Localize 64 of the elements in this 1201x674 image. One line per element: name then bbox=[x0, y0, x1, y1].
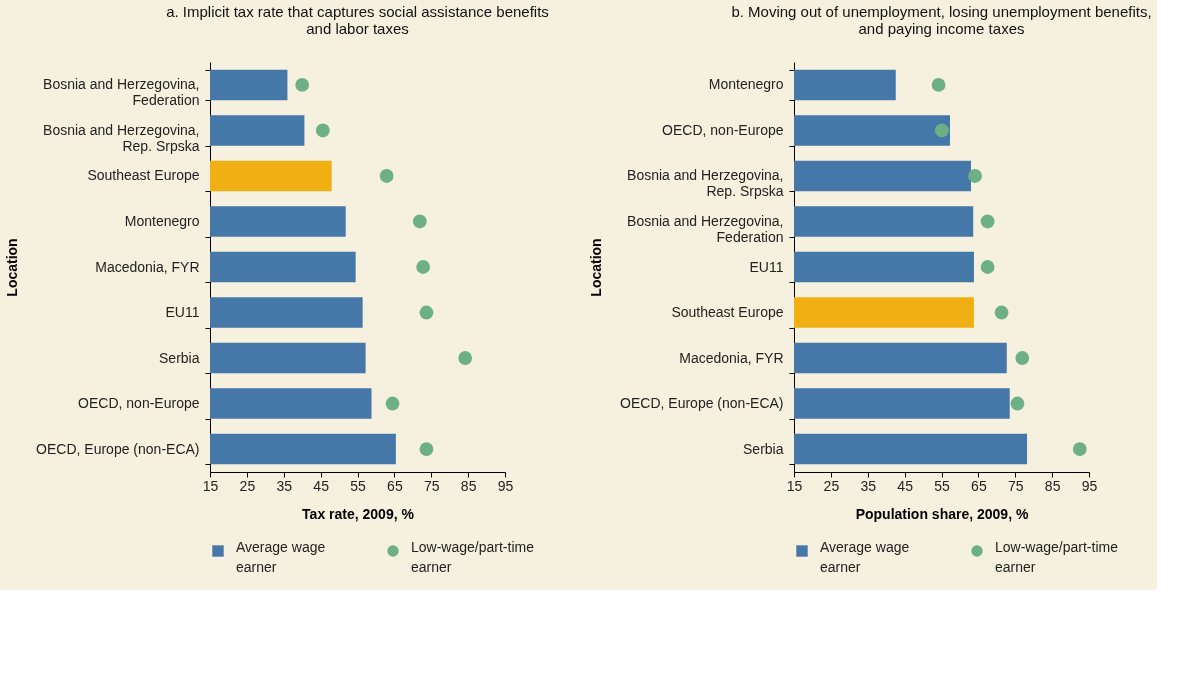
legend-label: Average wage earner bbox=[820, 539, 910, 575]
point bbox=[458, 351, 473, 365]
x-tick-label: 95 bbox=[1081, 477, 1098, 494]
y-tick-label: Bosnia and Herzegovina, Rep. Srpska bbox=[43, 121, 200, 154]
point bbox=[1072, 442, 1087, 456]
y-tick-label: Macedonia, FYR bbox=[95, 258, 200, 275]
chart-title: a. Implicit tax rate that captures social assistance benefits and labor taxes bbox=[166, 3, 549, 37]
chart-title: b. Moving out of unemployment, losing unemployment benefits, and paying income taxes bbox=[731, 3, 1152, 37]
point bbox=[931, 78, 946, 92]
y-tick-label: Bosnia and Herzegovina, Federation bbox=[627, 213, 784, 245]
y-tick-label: OECD, Europe (non-ECA) bbox=[36, 440, 200, 457]
x-tick-label: 65 bbox=[971, 477, 987, 494]
legend-label: Low-wage/part-time earner bbox=[411, 539, 535, 575]
y-tick-label: OECD, non-Europe bbox=[78, 395, 200, 412]
x-axis-title: Population share, 2009, % bbox=[855, 505, 1029, 522]
x-tick-label: 25 bbox=[239, 477, 256, 494]
point bbox=[295, 78, 310, 92]
x-tick-label: 75 bbox=[423, 477, 440, 494]
y-tick-label: EU11 bbox=[165, 304, 200, 321]
y-tick-label: OECD, Europe (non-ECA) bbox=[620, 395, 784, 412]
x-tick-label: 35 bbox=[860, 477, 877, 494]
point bbox=[934, 123, 949, 138]
x-tick-label: 25 bbox=[823, 477, 840, 494]
point bbox=[416, 260, 431, 274]
x-tick-label: 45 bbox=[897, 477, 914, 494]
point bbox=[1015, 351, 1030, 365]
y-axis-title: Location bbox=[588, 238, 605, 297]
y-axis-title: Location bbox=[4, 238, 21, 297]
x-tick-label: 85 bbox=[460, 477, 477, 494]
x-tick-label: 45 bbox=[313, 477, 330, 494]
y-tick-label: Serbia bbox=[743, 440, 784, 457]
x-tick-label: 65 bbox=[387, 477, 403, 494]
point bbox=[412, 214, 427, 229]
point bbox=[419, 442, 434, 456]
point bbox=[994, 305, 1009, 320]
point bbox=[1010, 396, 1025, 411]
y-tick-label: Southeast Europe bbox=[87, 167, 200, 184]
point bbox=[315, 123, 330, 138]
y-tick-label: Macedonia, FYR bbox=[679, 349, 784, 366]
x-tick-label: 55 bbox=[350, 477, 366, 494]
point bbox=[385, 396, 400, 411]
x-tick-label: 15 bbox=[202, 477, 219, 494]
y-tick-label: Montenegro bbox=[124, 213, 200, 229]
y-tick-label: Montenegro bbox=[708, 76, 784, 93]
point bbox=[419, 305, 434, 320]
point bbox=[968, 169, 982, 183]
y-tick-label: Serbia bbox=[159, 349, 200, 366]
point bbox=[379, 169, 394, 183]
x-tick-label: 15 bbox=[786, 477, 803, 494]
y-tick-label: OECD, non-Europe bbox=[662, 121, 784, 138]
y-tick-label: EU11 bbox=[749, 258, 784, 275]
x-tick-label: 95 bbox=[497, 477, 514, 494]
y-tick-label: Bosnia and Herzegovina, Rep. Srpska bbox=[627, 167, 784, 200]
y-tick-label: Southeast Europe bbox=[671, 304, 784, 321]
y-tick-label: Bosnia and Herzegovina, Federation bbox=[43, 76, 200, 109]
x-tick-label: 75 bbox=[1007, 477, 1024, 494]
point bbox=[980, 214, 995, 229]
x-tick-label: 85 bbox=[1044, 477, 1061, 494]
legend-label: Average wage earner bbox=[236, 539, 326, 575]
point bbox=[980, 260, 995, 274]
x-tick-label: 55 bbox=[934, 477, 950, 494]
x-tick-label: 35 bbox=[276, 477, 293, 494]
x-axis-title: Tax rate, 2009, % bbox=[302, 505, 415, 522]
legend-label: Low-wage/part-time earner bbox=[995, 539, 1119, 575]
